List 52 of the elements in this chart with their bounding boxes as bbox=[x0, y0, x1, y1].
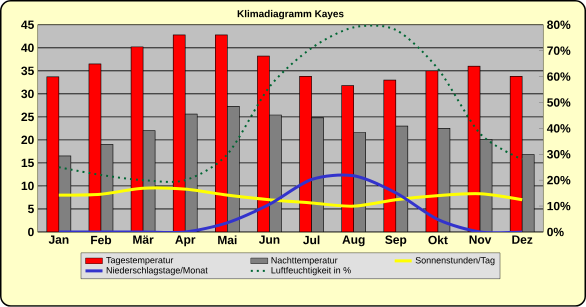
chart-title: Klimadiagramm Kayes bbox=[238, 10, 344, 20]
y-tick-label: 40 bbox=[21, 44, 34, 52]
y-tick-label: 5 bbox=[28, 204, 34, 214]
bar bbox=[384, 80, 396, 232]
bar bbox=[227, 106, 240, 232]
bar bbox=[510, 76, 522, 232]
x-tick-label: Dez bbox=[512, 236, 532, 244]
bar bbox=[131, 46, 144, 232]
bar bbox=[342, 86, 354, 232]
x-tick-label: Apr bbox=[175, 236, 196, 246]
bar bbox=[46, 76, 59, 232]
y2-tick-label: 60% bbox=[547, 72, 570, 81]
bar bbox=[173, 35, 186, 232]
bar bbox=[215, 35, 228, 232]
line-series bbox=[57, 174, 524, 232]
legend-label: Tagestemperatur bbox=[106, 257, 174, 266]
y2-tick-label: 0% bbox=[547, 228, 564, 236]
legend-label: Luftfeuchtigkeit in % bbox=[272, 266, 351, 276]
legend-label: Nachttemperatur bbox=[272, 256, 338, 266]
x-tick-label: Nov bbox=[470, 236, 492, 244]
y2-tick-label: 50% bbox=[547, 98, 570, 107]
x-tick-label: Mai bbox=[218, 236, 236, 244]
y-tick-label: 45 bbox=[21, 20, 34, 30]
y-tick-label: 20 bbox=[21, 136, 34, 144]
bar bbox=[396, 126, 408, 232]
x-tick-label: Jan bbox=[48, 236, 68, 244]
bar bbox=[426, 70, 438, 232]
y-tick-label: 25 bbox=[21, 112, 34, 122]
y-tick-label: 30 bbox=[21, 90, 34, 98]
y-tick-label: 0 bbox=[28, 228, 34, 236]
bar bbox=[185, 114, 198, 232]
legend-label: Niederschlagstage/Monat bbox=[106, 266, 208, 276]
line-series bbox=[57, 186, 524, 208]
x-tick-label: Jun bbox=[258, 236, 280, 244]
x-tick-label: Sep bbox=[385, 236, 406, 246]
bar bbox=[143, 130, 156, 232]
x-tick-label: Jul bbox=[303, 236, 320, 244]
bar bbox=[522, 154, 534, 232]
y2-tick-label: 40% bbox=[546, 124, 570, 133]
y2-tick-label: 20% bbox=[547, 176, 570, 184]
x-tick-label: Feb bbox=[91, 236, 112, 244]
y2-tick-label: 70% bbox=[547, 46, 570, 56]
y2-tick-label: 10% bbox=[548, 202, 570, 210]
x-tick-label: Aug bbox=[342, 236, 365, 246]
y2-tick-label: 80% bbox=[547, 20, 570, 30]
y2-tick-label: 30% bbox=[547, 150, 570, 159]
x-tick-label: Mär bbox=[133, 236, 154, 244]
y-tick-label: 15 bbox=[22, 158, 34, 168]
y-tick-label: 35 bbox=[21, 66, 34, 76]
legend-label: Sonnenstunden/Tag bbox=[416, 256, 494, 266]
x-tick-label: Okt bbox=[428, 236, 448, 244]
y-tick-label: 10 bbox=[22, 182, 34, 190]
